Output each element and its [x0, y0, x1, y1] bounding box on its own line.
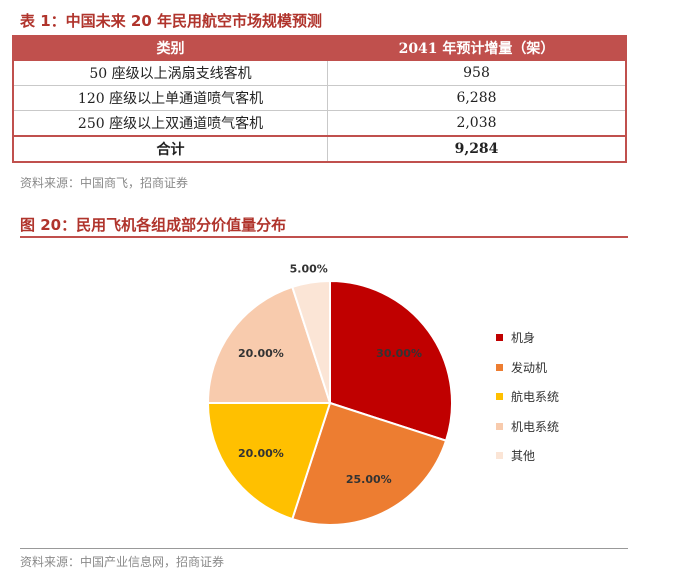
- row-value: 2,038: [327, 110, 627, 137]
- header-increment: 2041 年预计增量（架）: [327, 35, 627, 61]
- pie-data-label-0: 30.00%: [376, 347, 422, 360]
- figure-source: 资料来源：中国产业信息网，招商证券: [20, 555, 225, 569]
- table-total-row: 合计 9,284: [12, 135, 627, 163]
- legend-swatch: [496, 363, 503, 371]
- total-value: 9,284: [327, 135, 627, 163]
- legend-swatch: [496, 452, 503, 460]
- legend-item: 其他: [496, 441, 559, 471]
- legend-label: 机身: [511, 331, 536, 346]
- legend-item: 发动机: [496, 353, 559, 383]
- header-category: 类别: [12, 35, 328, 61]
- table-header-row: 类别 2041 年预计增量（架）: [12, 35, 627, 61]
- pie-data-label-1: 25.00%: [346, 473, 392, 486]
- legend-swatch: [496, 393, 503, 401]
- pie-data-label-2: 20.00%: [238, 447, 284, 460]
- legend-swatch: [496, 334, 503, 342]
- pie-labels: 30.00% 25.00% 20.00% 20.00% 5.00%: [238, 263, 422, 486]
- legend-label: 发动机: [511, 360, 548, 375]
- pie-slice-4: [291, 279, 331, 404]
- pie-slice-0: [329, 279, 453, 442]
- figure-bottom-rule: [20, 548, 628, 549]
- table-source: 资料来源：中国商飞，招商证券: [20, 176, 189, 190]
- pie-slices: [206, 279, 453, 526]
- legend-item: 机电系统: [496, 412, 559, 442]
- legend-item: 机身: [496, 323, 559, 353]
- row-value: 6,288: [327, 85, 627, 111]
- pie-slice-1: [291, 401, 448, 526]
- pie-slice-3: [206, 285, 332, 404]
- table-row: 250 座级以上双通道喷气客机 2,038: [12, 110, 627, 137]
- figure-caption-rule: [20, 236, 628, 238]
- legend-label: 航电系统: [511, 390, 560, 405]
- legend-swatch: [496, 422, 503, 430]
- table-caption: 表 1：中国未来 20 年民用航空市场规模预测: [20, 12, 322, 30]
- pie-data-label-4: 5.00%: [290, 263, 328, 276]
- pie-data-label-3: 20.00%: [238, 347, 284, 360]
- legend-item: 航电系统: [496, 382, 559, 412]
- chart-legend: 机身发动机航电系统机电系统其他: [496, 323, 559, 471]
- row-value: 958: [327, 60, 627, 86]
- total-label: 合计: [12, 135, 328, 163]
- table-row: 50 座级以上涡扇支线客机 958: [12, 60, 627, 86]
- row-category: 120 座级以上单通道喷气客机: [12, 85, 328, 111]
- table-row: 120 座级以上单通道喷气客机 6,288: [12, 85, 627, 111]
- row-category: 50 座级以上涡扇支线客机: [12, 60, 328, 86]
- legend-label: 机电系统: [511, 419, 560, 434]
- pie-slice-2: [206, 402, 332, 521]
- market-forecast-table: 类别 2041 年预计增量（架） 50 座级以上涡扇支线客机 958 120 座…: [12, 35, 627, 163]
- legend-label: 其他: [511, 449, 536, 464]
- figure-caption: 图 20：民用飞机各组成部分价值量分布: [20, 216, 287, 234]
